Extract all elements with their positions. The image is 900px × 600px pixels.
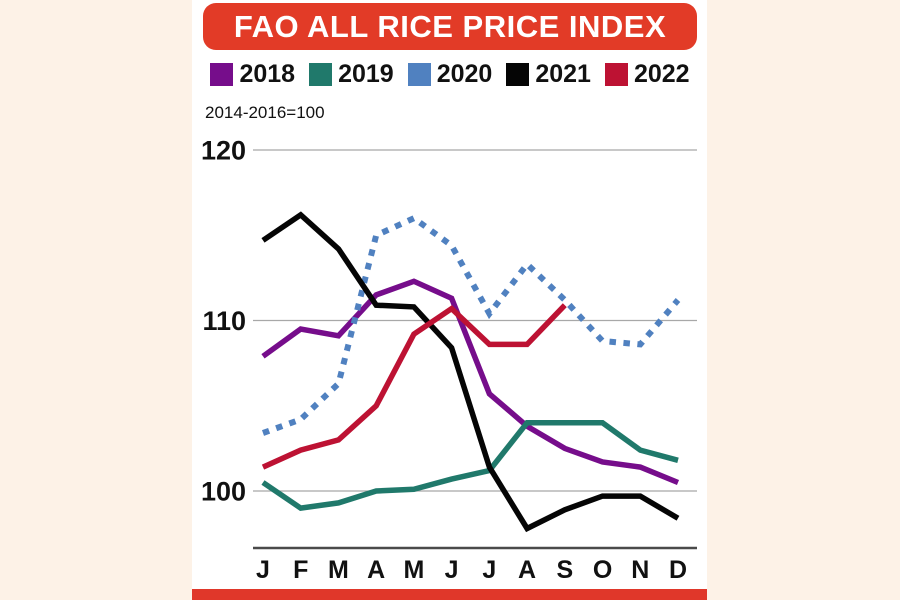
legend-label: 2020 [436,59,493,88]
legend-swatch-2018 [210,62,234,86]
chart-title: FAO ALL RICE PRICE INDEX [233,8,667,44]
legend-label: 2019 [338,59,394,88]
legend-item-2022: 2022 [604,59,690,88]
series-line-2021 [261,211,680,533]
index-base-note: 2014-2016=100 [205,103,325,122]
series-line-2018 [261,278,680,486]
series-line-2022 [261,303,567,470]
x-tick-label-12: D [669,556,687,584]
x-tick-label-8: A [518,556,536,584]
legend-swatch-2021 [506,62,530,86]
legend-item-2021: 2021 [506,59,591,88]
x-tick-label-3: M [328,556,349,584]
legend-swatch-2019 [309,62,333,86]
x-tick-label-10: O [593,556,612,584]
series-line-2019 [261,420,679,511]
legend-label: 2021 [535,59,591,88]
x-tick-label-4: A [367,556,385,584]
chart-legend: 2018 2019 2020 2021 2022 [200,58,700,90]
legend-swatch-2022 [604,62,628,86]
x-tick-label-1: J [256,556,270,584]
legend-label: 2022 [633,59,690,88]
legend-item-2018: 2018 [210,59,296,88]
legend-item-2020: 2020 [407,59,493,88]
legend-swatch-2020 [407,62,431,86]
x-tick-label-6: J [445,556,459,584]
x-tick-label-2: F [293,556,308,584]
x-tick-label-11: N [631,556,649,584]
x-tick-label-9: S [556,556,573,584]
x-tick-label-7: J [482,556,496,584]
y-tick-label-110: 110 [202,306,246,336]
bottom-accent-bar [192,589,707,600]
chart-panel: FAO ALL RICE PRICE INDEX 2018 2019 2020 202… [192,0,707,600]
legend-label: 2018 [239,59,296,88]
y-tick-label-100: 100 [201,477,246,507]
x-tick-label-5: M [403,556,424,584]
chart-title-banner: FAO ALL RICE PRICE INDEX [203,3,697,50]
legend-item-2019: 2019 [309,59,394,88]
y-tick-label-120: 120 [201,136,246,166]
